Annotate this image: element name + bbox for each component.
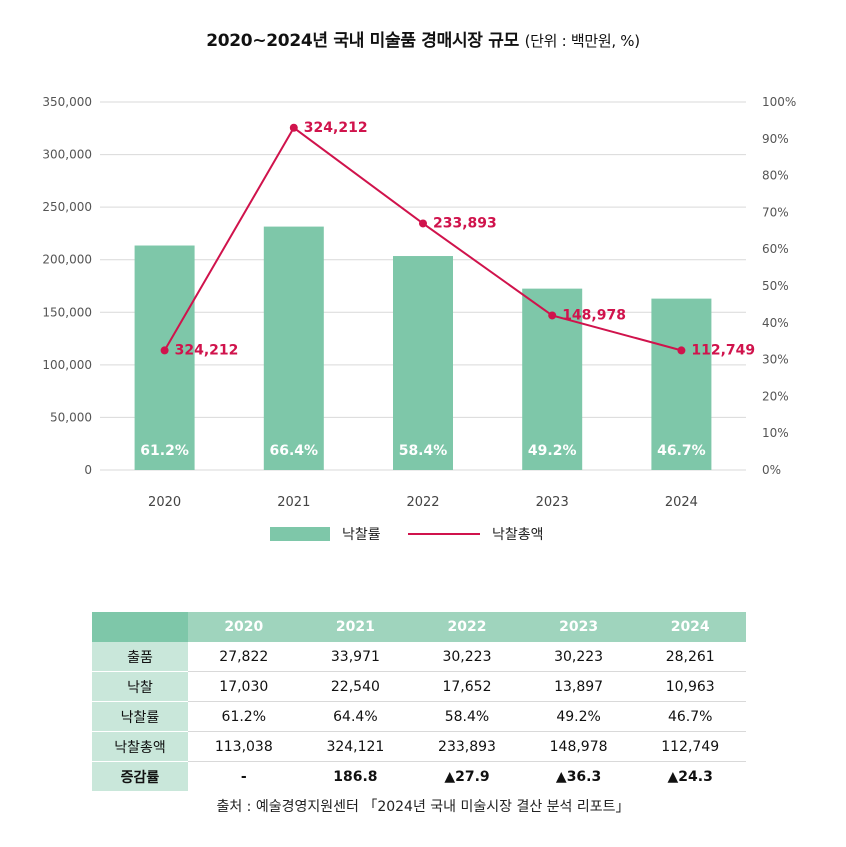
line-point bbox=[677, 346, 686, 355]
chart-unit: (단위 : 백만원, %) bbox=[524, 32, 640, 50]
line-point bbox=[289, 123, 298, 132]
line-data-label: 324,212 bbox=[304, 120, 368, 136]
bar-data-label: 58.4% bbox=[399, 443, 448, 459]
line-point bbox=[160, 346, 169, 355]
y-left-tick-label: 350,000 bbox=[42, 95, 92, 109]
table-cell: 113,038 bbox=[188, 731, 300, 762]
table-cell: 13,897 bbox=[522, 671, 635, 702]
table-row: 낙찰률 61.2% 64.4% 58.4% 49.2% 46.7% bbox=[92, 701, 746, 732]
table-header-row: 2020 2021 2022 2023 2024 bbox=[92, 612, 746, 642]
y-right-tick-label: 100% bbox=[762, 95, 796, 109]
table-header: 2024 bbox=[634, 612, 746, 642]
table-cell: ▲36.3 bbox=[555, 768, 602, 785]
row-header: 낙찰총액 bbox=[92, 731, 188, 762]
y-left-tick-label: 100,000 bbox=[42, 358, 92, 372]
bar bbox=[263, 226, 324, 470]
line-point bbox=[419, 219, 427, 228]
bar-data-label: 49.2% bbox=[528, 443, 577, 459]
data-table: 2020 2021 2022 2023 2024 출품 27,822 33,97… bbox=[92, 612, 746, 791]
row-header: 출품 bbox=[92, 642, 188, 672]
y-right-tick-label: 90% bbox=[762, 132, 789, 146]
bar-data-label: 66.4% bbox=[270, 443, 319, 459]
y-right-tick-label: 50% bbox=[762, 279, 789, 293]
table-row: 출품 27,822 33,971 30,223 30,223 28,261 bbox=[92, 642, 746, 672]
table-cell: 30,223 bbox=[411, 642, 523, 672]
bar-data-label: 46.7% bbox=[657, 443, 706, 459]
y-right-tick-label: 0% bbox=[762, 463, 781, 477]
table-cell: 33,971 bbox=[299, 642, 412, 672]
x-tick-label: 2021 bbox=[277, 495, 310, 510]
bar bbox=[393, 256, 453, 470]
table-cell: 64.4% bbox=[299, 701, 412, 732]
line-data-label: 112,749 bbox=[691, 342, 755, 358]
bar bbox=[651, 298, 712, 470]
table-cell: 148,978 bbox=[522, 731, 635, 762]
line-data-label: 324,212 bbox=[175, 342, 239, 358]
x-tick-label: 2022 bbox=[406, 495, 439, 510]
x-tick-label: 2020 bbox=[148, 495, 181, 510]
chart-title-text: 2020~2024년 국내 미술품 경매시장 규모 bbox=[206, 31, 519, 51]
table-cell: 49.2% bbox=[522, 701, 635, 732]
table-cell: ▲27.9 bbox=[444, 768, 490, 785]
y-right-tick-label: 80% bbox=[762, 169, 789, 183]
y-left-tick-label: 200,000 bbox=[42, 253, 92, 267]
table-cell: 61.2% bbox=[188, 701, 300, 732]
table-cell: 30,223 bbox=[522, 642, 635, 672]
chart-legend: 낙찰률 낙찰총액 bbox=[0, 524, 846, 548]
legend-item-line: 낙찰총액 bbox=[408, 524, 544, 544]
line-data-label: 233,893 bbox=[433, 215, 497, 231]
table-cell: 186.8 bbox=[333, 768, 378, 785]
table-cell: 58.4% bbox=[411, 701, 523, 732]
y-left-tick-label: 50,000 bbox=[50, 410, 92, 424]
table-cell: 27,822 bbox=[188, 642, 300, 672]
table-cell: 112,749 bbox=[634, 731, 746, 762]
table-row: 낙찰 17,030 22,540 17,652 13,897 10,963 bbox=[92, 671, 746, 702]
x-tick-label: 2023 bbox=[536, 495, 569, 510]
chart-title: 2020~2024년 국내 미술품 경매시장 규모 (단위 : 백만원, %) bbox=[0, 26, 846, 51]
line-data-label: 148,978 bbox=[562, 307, 626, 323]
table-cell: - bbox=[240, 768, 247, 785]
bar-data-label: 61.2% bbox=[140, 443, 189, 459]
table-cell: 28,261 bbox=[634, 642, 746, 672]
table-header: 2022 bbox=[411, 612, 523, 642]
row-header: 낙찰 bbox=[92, 671, 188, 702]
y-right-tick-label: 70% bbox=[762, 205, 789, 219]
legend-swatch-line bbox=[408, 533, 480, 535]
legend-label-bar: 낙찰률 bbox=[342, 527, 381, 543]
legend-label-line: 낙찰총액 bbox=[492, 527, 544, 543]
chart: 0 50,000 100,000 150,000 200,000 250,000 300,0… bbox=[42, 95, 796, 510]
row-header: 증감률 bbox=[92, 761, 188, 791]
y-left-tick-label: 300,000 bbox=[42, 148, 92, 162]
table-cell: 46.7% bbox=[634, 701, 746, 732]
y-left-tick-label: 250,000 bbox=[42, 200, 92, 214]
y-right-tick-label: 30% bbox=[762, 353, 789, 367]
table-cell: 17,030 bbox=[188, 671, 300, 702]
row-header: 낙찰률 bbox=[92, 701, 188, 732]
y-left-tick-label: 150,000 bbox=[42, 305, 92, 319]
y-left-tick-label: 0 bbox=[84, 463, 92, 477]
legend-item-bar: 낙찰률 bbox=[270, 524, 381, 544]
y-right-tick-label: 60% bbox=[762, 242, 789, 256]
x-tick-label: 2024 bbox=[665, 495, 698, 510]
table-cell: 324,121 bbox=[299, 731, 412, 762]
y-right-tick-label: 20% bbox=[762, 389, 789, 403]
source-note: 출처 : 예술경영지원센터 「2024년 국내 미술시장 결산 분석 리포트」 bbox=[216, 799, 630, 815]
table-cell: 17,652 bbox=[411, 671, 523, 702]
legend-swatch-bar bbox=[270, 527, 330, 541]
table-cell: ▲24.3 bbox=[667, 768, 713, 785]
line-point bbox=[548, 311, 557, 320]
table-cell: 22,540 bbox=[299, 671, 412, 702]
table-header: 2023 bbox=[522, 612, 635, 642]
table-header: 2020 bbox=[188, 612, 300, 642]
table-cell: 233,893 bbox=[411, 731, 523, 762]
table-cell: 10,963 bbox=[634, 671, 746, 702]
table-row: 증감률 - 186.8 ▲27.9 ▲36.3 ▲24.3 bbox=[92, 761, 746, 791]
table-header: 2021 bbox=[299, 612, 412, 642]
table-corner bbox=[92, 612, 188, 642]
table-row: 낙찰총액 113,038 324,121 233,893 148,978 112… bbox=[92, 731, 746, 762]
bar bbox=[134, 245, 195, 470]
y-right-tick-label: 10% bbox=[762, 426, 789, 440]
y-right-tick-label: 40% bbox=[762, 316, 789, 330]
